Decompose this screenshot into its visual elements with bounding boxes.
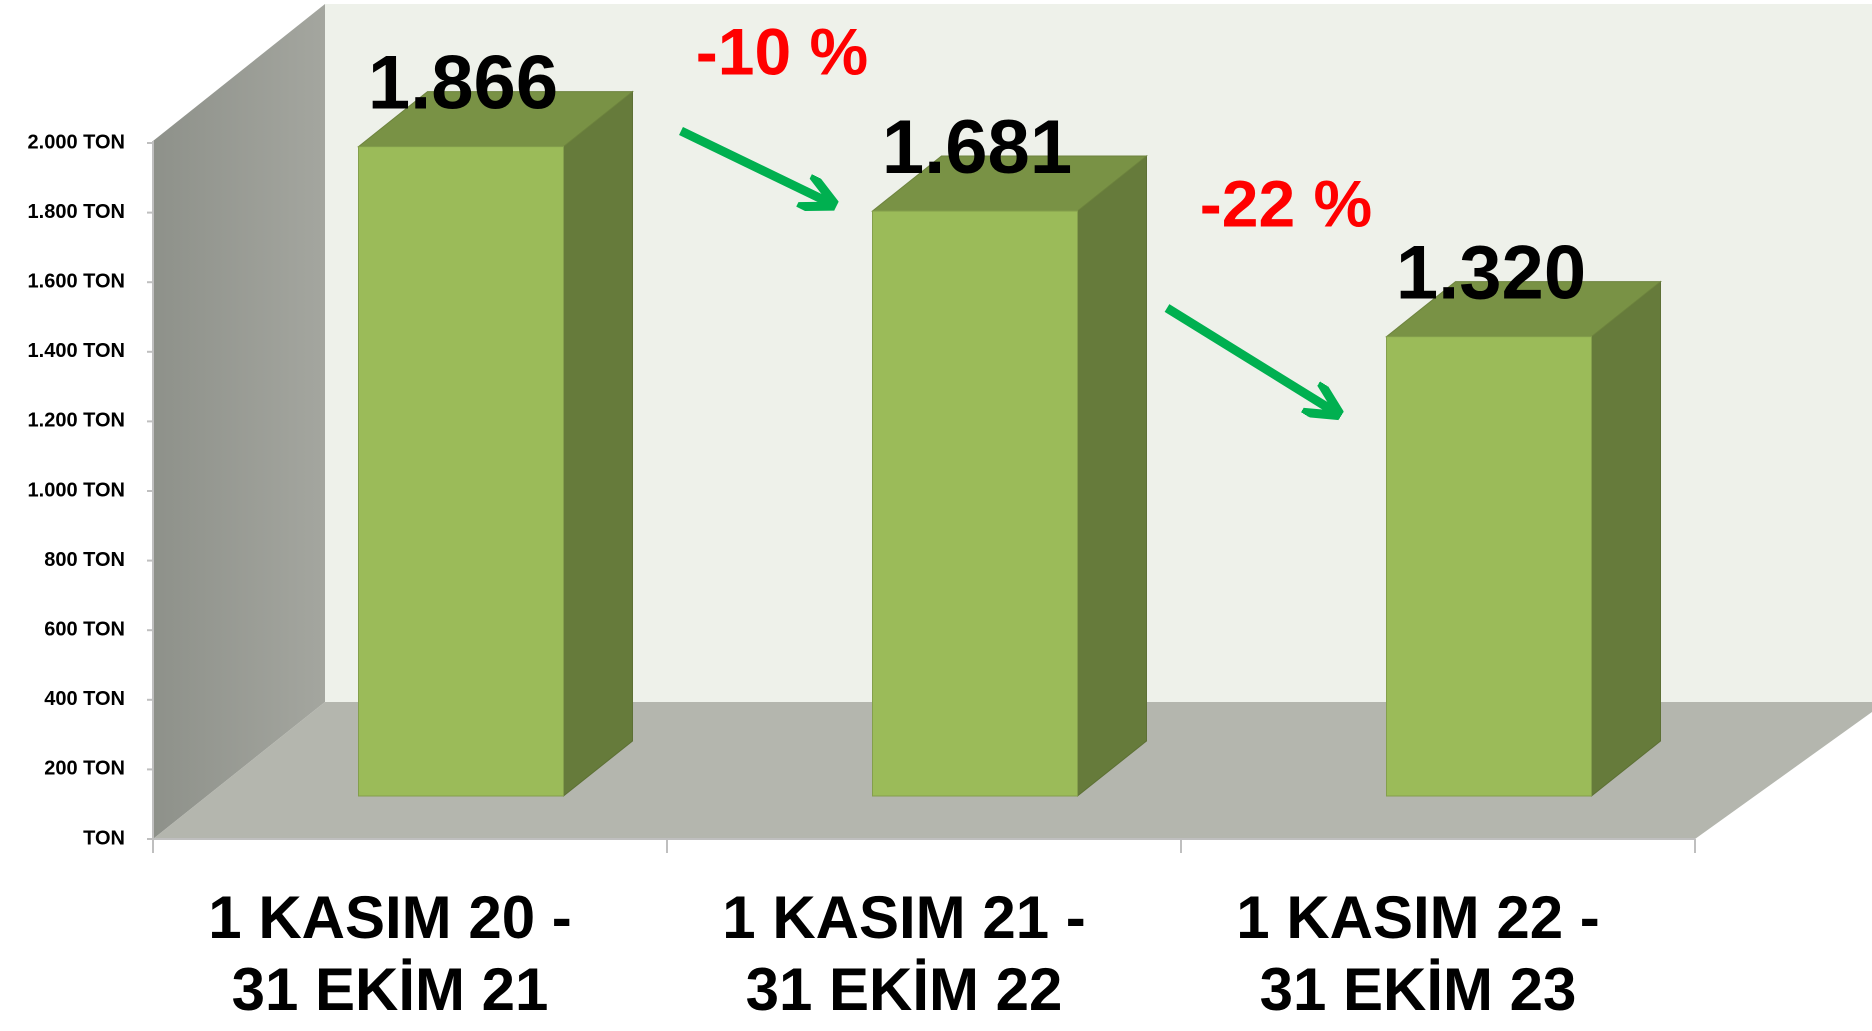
y-tick-label: 1.400 TON [28, 340, 125, 362]
y-tick-label: 1.000 TON [28, 479, 125, 501]
bar [872, 210, 1078, 797]
annotation: -22 % [1200, 166, 1372, 240]
y-tick-label: 1.200 TON [28, 410, 125, 432]
annotation: -10 % [696, 14, 868, 88]
value-label: 1.320 [1396, 231, 1586, 316]
y-tick-label: 1.600 TON [28, 270, 125, 292]
bar-side [1591, 280, 1661, 798]
y-tick-label: 1.800 TON [28, 201, 125, 223]
y-tick-label: 800 TON [44, 549, 125, 571]
x-tick-label: 1 KASIM 22 - 31 EKİM 23 [1236, 884, 1600, 1023]
y-tick-label: 200 TON [44, 758, 125, 780]
x-tick-label: 1 KASIM 21 - 31 EKİM 22 [722, 884, 1086, 1023]
y-tick-label: 600 TON [44, 618, 125, 640]
bar-side [1077, 154, 1147, 798]
value-label: 1.681 [882, 105, 1072, 190]
y-tick-label: 2.000 TON [28, 131, 125, 153]
value-label: 1.866 [368, 41, 558, 126]
bar [1386, 336, 1592, 797]
left-wall [153, 4, 325, 839]
y-tick-label: TON [83, 827, 125, 849]
arrow [1164, 304, 1335, 412]
arrow [679, 126, 830, 203]
x-tick-label: 1 KASIM 20 - 31 EKİM 21 [208, 884, 572, 1023]
bar [358, 146, 564, 797]
y-tick-label: 400 TON [44, 688, 125, 710]
bar-side [563, 90, 633, 798]
